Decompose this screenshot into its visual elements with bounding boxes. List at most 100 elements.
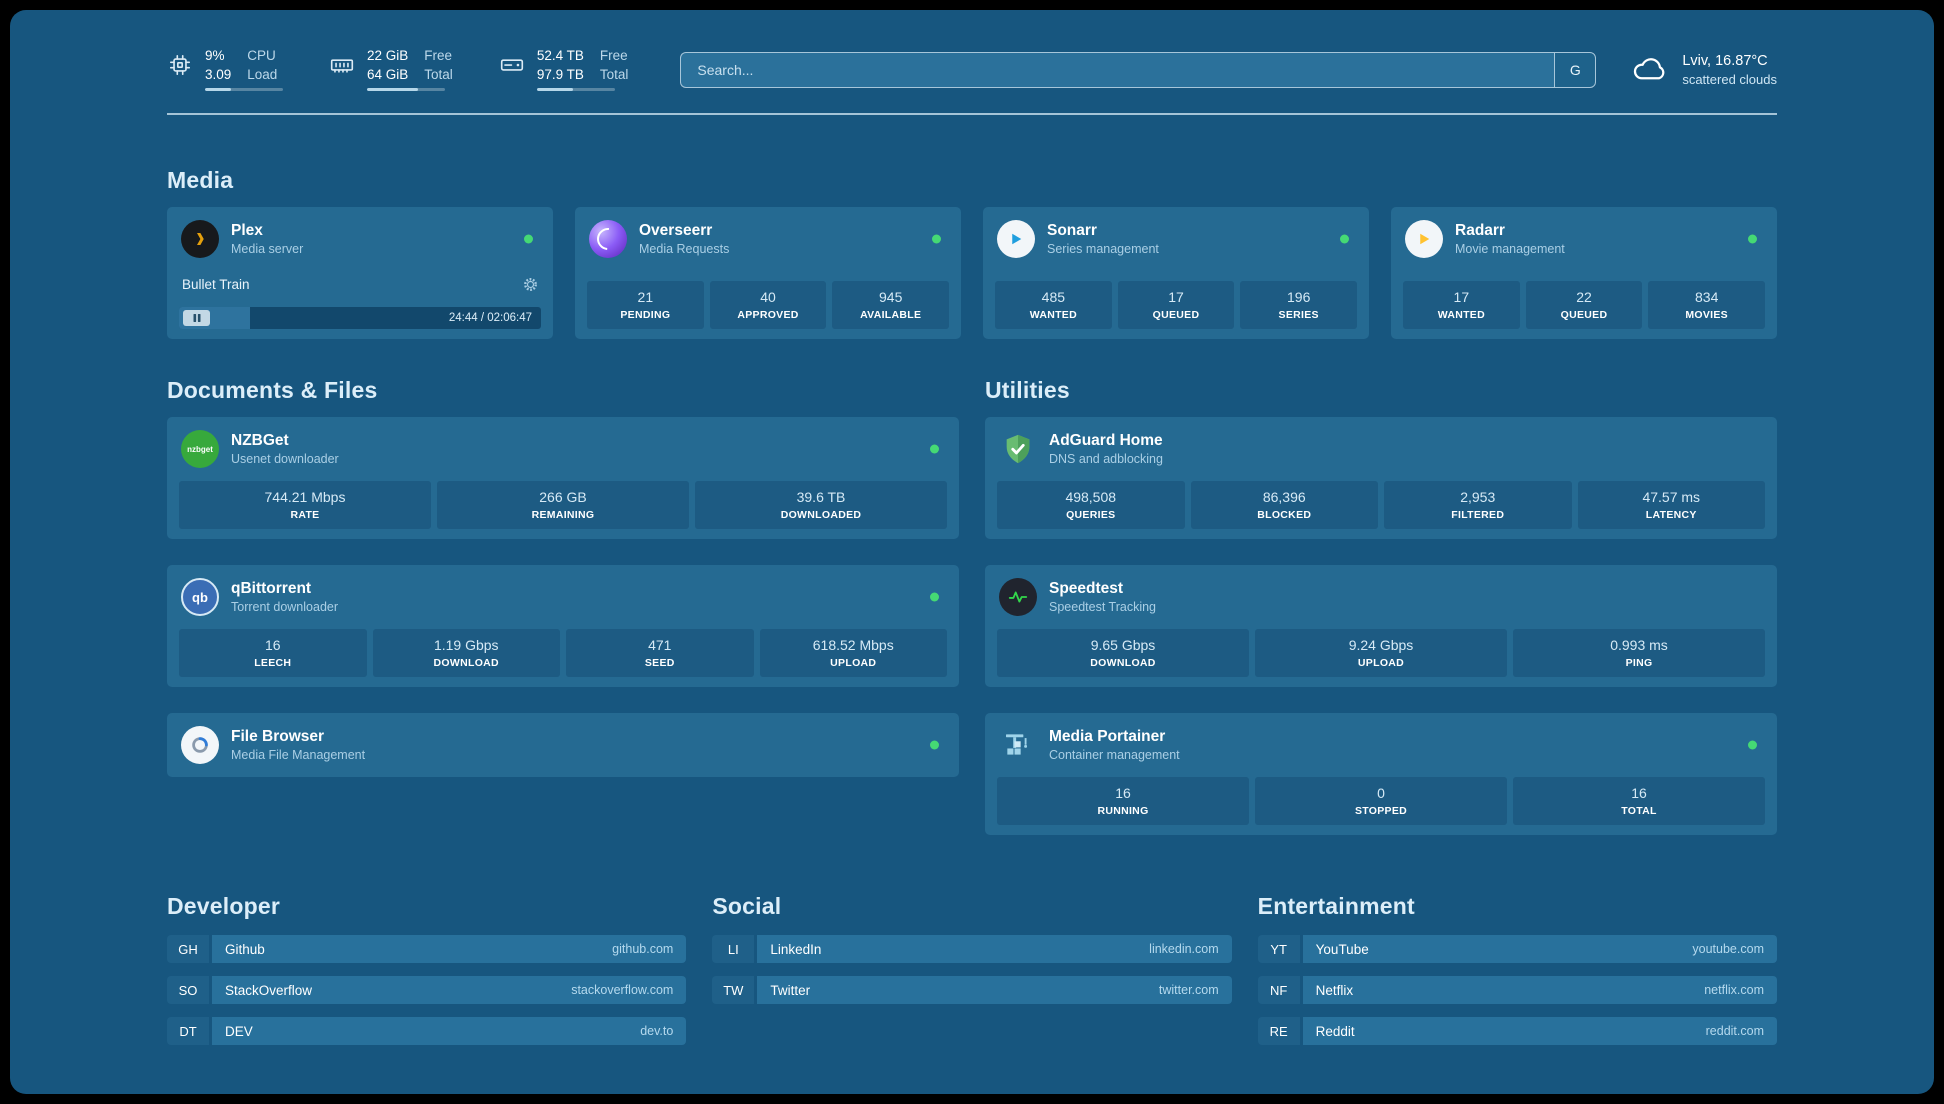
- weather-widget: Lviv, 16.87°C scattered clouds: [1632, 53, 1777, 87]
- bookmark-youtube[interactable]: YT YouTube youtube.com: [1257, 935, 1777, 963]
- service-link-portainer[interactable]: Media Portainer Container management: [997, 723, 1765, 767]
- stat-block: 618.52 Mbps UPLOAD: [759, 629, 947, 677]
- service-description: Torrent downloader: [231, 600, 339, 614]
- search-input[interactable]: [680, 51, 1555, 88]
- bookmark-stackoverflow[interactable]: SO StackOverflow stackoverflow.com: [167, 976, 687, 1004]
- status-dot-online: [930, 592, 939, 602]
- stat-block: 16 TOTAL: [1513, 777, 1765, 825]
- search-provider-button[interactable]: G: [1554, 51, 1597, 88]
- stat-block: 196 SERIES: [1240, 281, 1358, 329]
- cpu-icon: [167, 52, 193, 83]
- service-card-sonarr: Sonarr Series management 485 WANTED 17 Q…: [983, 207, 1369, 339]
- bookmark-twitter[interactable]: TW Twitter twitter.com: [712, 976, 1232, 1004]
- cpu-progress-fill: [205, 88, 231, 91]
- header: 9% 3.09 CPU Load: [167, 10, 1777, 91]
- service-card-nzbget: nzbget NZBGet Usenet downloader 744.21 M…: [167, 417, 959, 539]
- cpu-progress-bar: [205, 88, 283, 91]
- service-link-plex[interactable]: Plex Media server: [179, 217, 541, 261]
- service-link-adguard[interactable]: AdGuard Home DNS and adblocking: [997, 427, 1765, 471]
- service-name: Sonarr: [1047, 222, 1097, 239]
- bookmark-url: netflix.com: [1704, 983, 1764, 997]
- status-dot-online: [930, 740, 939, 750]
- disk-total-value: 97.9 TB: [536, 67, 584, 82]
- cpu-load-value: 3.09: [205, 67, 232, 82]
- bookmark-dev[interactable]: DT DEV dev.to: [167, 1017, 687, 1045]
- header-divider: [167, 113, 1777, 115]
- service-link-sonarr[interactable]: Sonarr Series management: [995, 217, 1357, 261]
- stat-block: 17 QUEUED: [1117, 281, 1235, 329]
- service-card-portainer: Media Portainer Container management 16 …: [985, 713, 1777, 835]
- service-name: qBittorrent: [231, 580, 312, 597]
- stat-block: 22 QUEUED: [1525, 281, 1643, 329]
- nzbget-icon: nzbget: [181, 430, 219, 468]
- stat-block: 21 PENDING: [587, 281, 704, 329]
- service-description: Speedtest Tracking: [1049, 600, 1157, 614]
- stat-block: 2,953 FILTERED: [1384, 481, 1572, 529]
- service-card-qbittorrent: qb qBittorrent Torrent downloader 16 LEE…: [167, 565, 959, 687]
- pause-button[interactable]: [183, 310, 210, 326]
- section-title-social: Social: [712, 893, 782, 919]
- service-link-nzbget[interactable]: nzbget NZBGet Usenet downloader: [179, 427, 947, 471]
- section-media: Media Plex Media server: [167, 167, 1777, 339]
- bookmark-abbr: SO: [167, 976, 209, 1004]
- bookmark-name: YouTube: [1315, 941, 1369, 957]
- bookmark-url: reddit.com: [1705, 1024, 1764, 1038]
- service-card-plex: Plex Media server Bullet Train: [167, 207, 553, 339]
- playback-time: 24:44 / 02:06:47: [448, 312, 532, 324]
- stat-block: 9.65 Gbps DOWNLOAD: [997, 629, 1249, 677]
- bookmark-url: github.com: [612, 942, 674, 956]
- service-description: Media Requests: [639, 242, 730, 256]
- bookmark-name: Github: [225, 941, 265, 957]
- section-utilities: Utilities AdGuard Home DNS and: [985, 377, 1777, 835]
- cpu-load-label: Load: [247, 67, 278, 82]
- status-dot-online: [1748, 234, 1757, 244]
- disk-progress-fill: [536, 88, 574, 91]
- bookmark-netflix[interactable]: NF Netflix netflix.com: [1257, 976, 1777, 1004]
- bookmark-abbr: YT: [1257, 935, 1300, 963]
- bookmark-group-entertainment: Entertainment YT YouTube youtube.com NF …: [1257, 893, 1777, 1058]
- service-card-overseerr: Overseerr Media Requests 21 PENDING 40 A…: [575, 207, 961, 339]
- bookmark-url: twitter.com: [1158, 983, 1219, 997]
- dashboard: 9% 3.09 CPU Load: [10, 10, 1934, 1094]
- playback-progress-bar[interactable]: 24:44 / 02:06:47: [179, 307, 541, 329]
- radarr-icon: [1405, 220, 1443, 258]
- service-card-filebrowser: File Browser Media File Management: [167, 713, 959, 777]
- service-description: Container management: [1049, 748, 1180, 762]
- adguard-icon: [999, 430, 1037, 468]
- bookmark-linkedin[interactable]: LI LinkedIn linkedin.com: [712, 935, 1232, 963]
- service-link-qbittorrent[interactable]: qb qBittorrent Torrent downloader: [179, 575, 947, 619]
- memory-free-label: Free: [424, 48, 453, 63]
- stat-block: 17 WANTED: [1403, 281, 1520, 329]
- bookmark-reddit[interactable]: RE Reddit reddit.com: [1257, 1017, 1777, 1045]
- section-title-developer: Developer: [167, 893, 281, 919]
- service-name: File Browser: [231, 728, 325, 745]
- memory-progress-fill: [367, 88, 419, 91]
- resource-widgets: 9% 3.09 CPU Load: [167, 48, 628, 91]
- section-title-entertainment: Entertainment: [1257, 893, 1415, 919]
- cpu-label: CPU: [247, 48, 276, 63]
- service-name: Media Portainer: [1049, 728, 1166, 745]
- service-name: Speedtest: [1049, 580, 1124, 597]
- status-dot-online: [932, 234, 941, 244]
- section-documents: Documents & Files nzbget NZBGet Usenet d…: [167, 377, 959, 835]
- weather-condition: scattered clouds: [1682, 71, 1777, 87]
- service-link-speedtest[interactable]: Speedtest Speedtest Tracking: [997, 575, 1765, 619]
- memory-free-value: 22 GiB: [367, 48, 409, 63]
- service-link-radarr[interactable]: Radarr Movie management: [1403, 217, 1765, 261]
- stat-block: 945 AVAILABLE: [832, 281, 950, 329]
- bookmark-github[interactable]: GH Github github.com: [167, 935, 687, 963]
- speedtest-icon: [999, 578, 1037, 616]
- bookmark-group-developer: Developer GH Github github.com SO StackO…: [167, 893, 687, 1058]
- service-link-filebrowser[interactable]: File Browser Media File Management: [179, 723, 947, 767]
- service-description: Media server: [231, 242, 304, 256]
- bookmark-abbr: TW: [712, 976, 755, 1004]
- disk-progress-bar: [536, 88, 615, 91]
- service-link-overseerr[interactable]: Overseerr Media Requests: [587, 217, 949, 261]
- stat-block: 485 WANTED: [995, 281, 1112, 329]
- gear-icon[interactable]: [523, 277, 538, 292]
- bookmark-abbr: LI: [712, 935, 755, 963]
- bookmark-abbr: RE: [1257, 1017, 1300, 1045]
- bookmark-name: StackOverflow: [225, 982, 313, 998]
- bookmark-abbr: GH: [167, 935, 209, 963]
- service-name: Radarr: [1455, 222, 1505, 239]
